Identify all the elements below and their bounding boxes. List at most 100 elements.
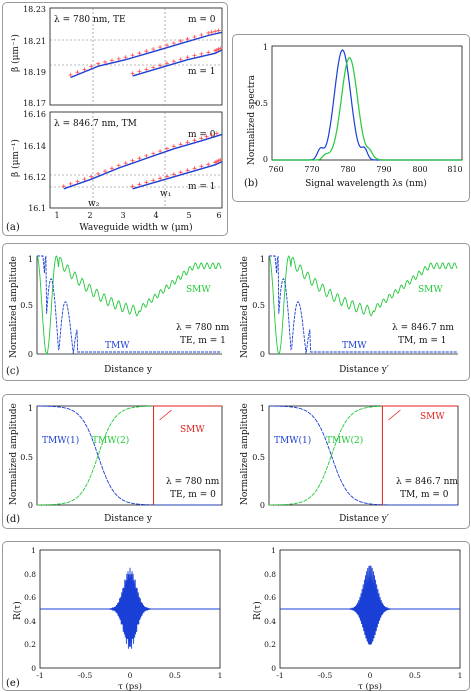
data-point-marker [178,39,183,44]
interferogram-curve [40,567,220,649]
x-tick-label: 6 [216,211,221,220]
data-point-marker [137,69,142,74]
y-tick-label: 0.2 [24,640,36,649]
data-point-marker [68,181,73,186]
data-point-marker [130,53,135,58]
y-tick-label: 0.5 [252,301,265,310]
data-point-marker [185,37,190,42]
mode-label: TE, m = 0 [170,490,216,500]
x-tick-label: 780 [340,165,355,174]
y-tick-label: 0.5 [252,453,265,462]
data-point-marker [171,59,176,64]
y-axis-label: β (μm⁻¹) [10,34,21,72]
plot-frame [36,405,223,506]
data-point-marker [216,28,221,33]
x-tick-label: 3 [120,211,125,220]
smw-label: SMW [186,285,211,295]
y-tick-label: 18.17 [23,99,46,108]
smw-curve [36,255,222,355]
x-tick-label: 0.5 [409,671,421,680]
x-tick-label: 0 [128,671,133,680]
data-point-marker [204,134,209,139]
data-point-marker [123,161,128,166]
x-tick-label: 0.5 [169,671,181,680]
data-point-marker [130,158,135,163]
y-axis-label: β (μm⁻¹) [10,139,21,177]
data-point-marker [82,177,87,182]
series-line-0 [70,31,223,79]
x-axis-label: Signal wavelength λs (nm) [305,178,427,189]
y-tick-label: 0 [28,350,33,359]
data-point-marker [185,168,190,173]
data-point-marker [144,67,149,72]
panel-e-frame [2,541,470,691]
y-axis-label: Normalized amplitude [9,403,19,505]
smw-arrow [159,409,172,421]
data-point-marker [82,67,87,72]
data-point-marker [192,35,197,40]
series-group [269,405,458,506]
series-line-0 [272,49,462,161]
chart-b: Normalized spectra 1 0.5 0 760 770 780 7… [247,43,463,189]
data-point-marker [151,65,156,70]
y-tick-label: 0.6 [24,593,36,602]
data-point-marker [164,174,169,179]
data-point-marker [192,53,197,58]
series-line-1 [132,160,223,190]
chart-a-top: λ = 780 nm, TE m = 0 m = 1 β (μm⁻¹) 18.2… [10,5,223,108]
x-tick-label: -0.5 [318,671,333,680]
y-tick-label: 0 [31,664,36,673]
data-point-marker [192,166,197,171]
data-point-marker [171,41,176,46]
data-point-marker [144,153,149,158]
tmw1-label: TMW(1) [42,435,79,446]
y-tick-label: 0 [28,501,33,510]
y-axis-label: Normalized amplitude [240,403,250,505]
data-point-marker [130,71,135,76]
y-tick-label: 16.1 [28,204,46,213]
data-point-marker [206,50,211,55]
y-tick-label: 0.4 [264,617,276,626]
smw-curve [268,255,458,355]
data-point-marker [89,64,94,69]
panel-label-b: (b) [244,178,258,189]
data-point-marker [178,57,183,62]
y-tick-label: 1 [28,404,33,413]
annotation: λ = 780 nm, TE [54,15,126,25]
x-tick-label: 790 [376,165,391,174]
data-point-marker [158,149,163,154]
data-point-marker [116,56,121,61]
series-group [61,131,223,190]
x-axis-label: Distance y′ [339,365,389,375]
data-point-marker [199,164,204,169]
series-group [36,255,222,355]
wavelength-label: λ = 846.7 nm [392,323,454,333]
series-group [268,255,458,355]
data-point-marker [192,138,197,143]
data-point-marker [185,55,190,60]
y-tick-label: 0.2 [264,640,276,649]
x-tick-label: -1 [36,671,43,680]
y-axis-label: Normalized amplitude [9,256,19,358]
smw-label: SMW [180,425,205,435]
data-point-marker [116,163,121,168]
data-point-marker [75,70,80,75]
y-tick-label: 18.23 [23,5,46,14]
data-point-marker [144,49,149,54]
data-point-marker [103,60,108,65]
wavelength-label: λ = 780 nm [166,477,220,487]
x-tick-label: 1 [54,211,59,220]
series-line-1 [132,49,223,77]
y-tick-label: 16.16 [23,110,46,119]
data-point-marker [158,176,163,181]
data-point-marker [61,184,66,189]
x-axis-label: Distance y [104,365,153,375]
mode-label-m0: m = 0 [188,130,216,140]
data-point-marker [209,30,214,35]
chart-e-right: R(τ) 1 0.8 0.6 0.4 0.2 0 -1 -0.5 0 0.5 1… [252,546,462,692]
data-point-marker [218,157,223,162]
y-tick-label: 0.8 [264,570,276,579]
data-point-marker [206,162,211,167]
data-point-marker [171,172,176,177]
marker-label-w2: w₂ [88,199,100,209]
